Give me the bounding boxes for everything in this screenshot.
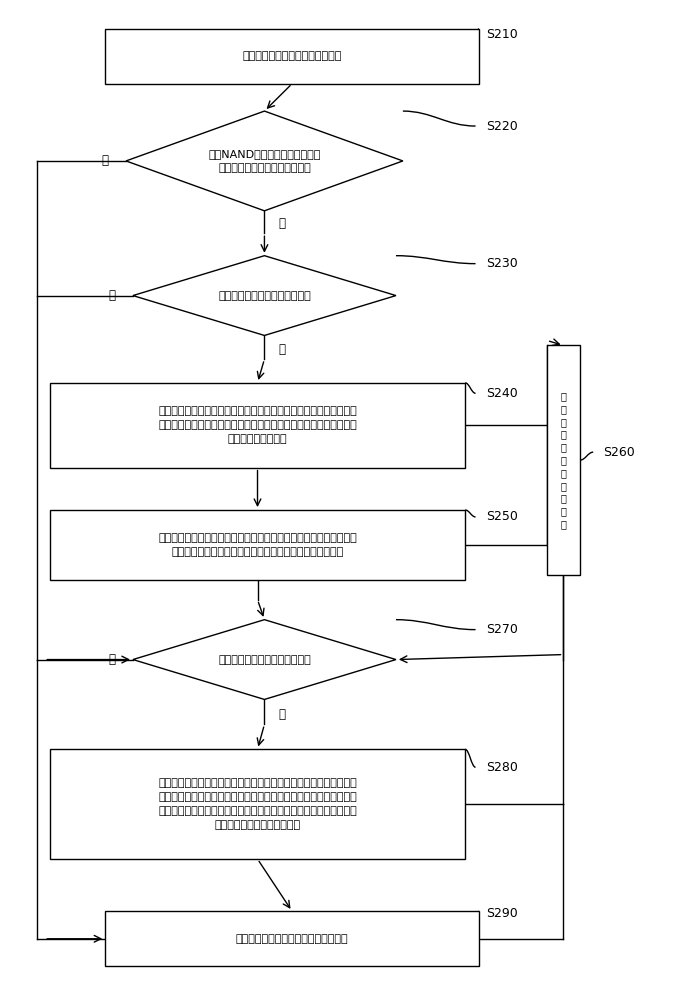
Text: 从访问请求中确定目标访问列地址: 从访问请求中确定目标访问列地址 xyxy=(243,51,342,61)
Text: 是: 是 xyxy=(101,154,108,167)
Text: S230: S230 xyxy=(486,257,518,270)
Text: 根据所述目标访问列地址进行数据访问，并按照冗余列替换顺序，确
定目标访问列的下一个列地址寄存器，且将状态标记为等待: 根据所述目标访问列地址进行数据访问，并按照冗余列替换顺序，确 定目标访问列的下一… xyxy=(158,533,357,557)
Text: S240: S240 xyxy=(486,387,518,400)
Bar xyxy=(50,510,465,580)
Polygon shape xyxy=(126,111,403,211)
Bar xyxy=(50,383,465,468)
Text: S210: S210 xyxy=(486,28,518,41)
Text: 根据比较结果确定的列地址寄存器对应的冗余列进行数据访问，并按
照冗余列替换顺序，确定当前列地址寄存器的下一个列地址寄存器，
且将状态标记为等待: 根据比较结果确定的列地址寄存器对应的冗余列进行数据访问，并按 照冗余列替换顺序，… xyxy=(158,406,357,444)
Text: S220: S220 xyxy=(486,120,518,133)
Text: 否: 否 xyxy=(108,289,115,302)
Text: 判断所述目标访问列是否为坏列: 判断所述目标访问列是否为坏列 xyxy=(218,291,311,301)
Text: 判断NAND闪存储阵列中是否存在
标记为等待状态的列地址寄存器: 判断NAND闪存储阵列中是否存在 标记为等待状态的列地址寄存器 xyxy=(208,149,320,173)
Bar xyxy=(50,749,465,859)
Text: 是: 是 xyxy=(278,708,285,721)
Text: 根据所述目标访问列地址进行数据访问: 根据所述目标访问列地址进行数据访问 xyxy=(236,934,348,944)
Bar xyxy=(105,911,479,966)
Text: 根据所述等待状态的列地址寄存器对应的冗余列地址进行数据访问，
并按照冗余列替换顺序，确定当前等待状态的列地址寄存器的下一个
列地址寄存器，且将状态标记为等待，同: 根据所述等待状态的列地址寄存器对应的冗余列地址进行数据访问， 并按照冗余列替换顺… xyxy=(158,778,357,830)
Text: S270: S270 xyxy=(486,623,518,636)
Bar xyxy=(547,345,580,575)
Text: S260: S260 xyxy=(604,446,635,459)
Text: 否: 否 xyxy=(278,217,285,230)
Text: S250: S250 xyxy=(486,510,518,523)
Bar xyxy=(105,29,479,84)
Text: 是: 是 xyxy=(278,343,285,356)
Text: 获
取
下
一
目
标
访
问
列
地
址: 获 取 下 一 目 标 访 问 列 地 址 xyxy=(561,391,566,529)
Polygon shape xyxy=(133,256,396,335)
Polygon shape xyxy=(133,620,396,699)
Text: S280: S280 xyxy=(486,761,518,774)
Text: 判断所述目标访问列是否为坏列: 判断所述目标访问列是否为坏列 xyxy=(218,655,311,665)
Text: 否: 否 xyxy=(108,653,115,666)
Text: S290: S290 xyxy=(486,907,518,920)
